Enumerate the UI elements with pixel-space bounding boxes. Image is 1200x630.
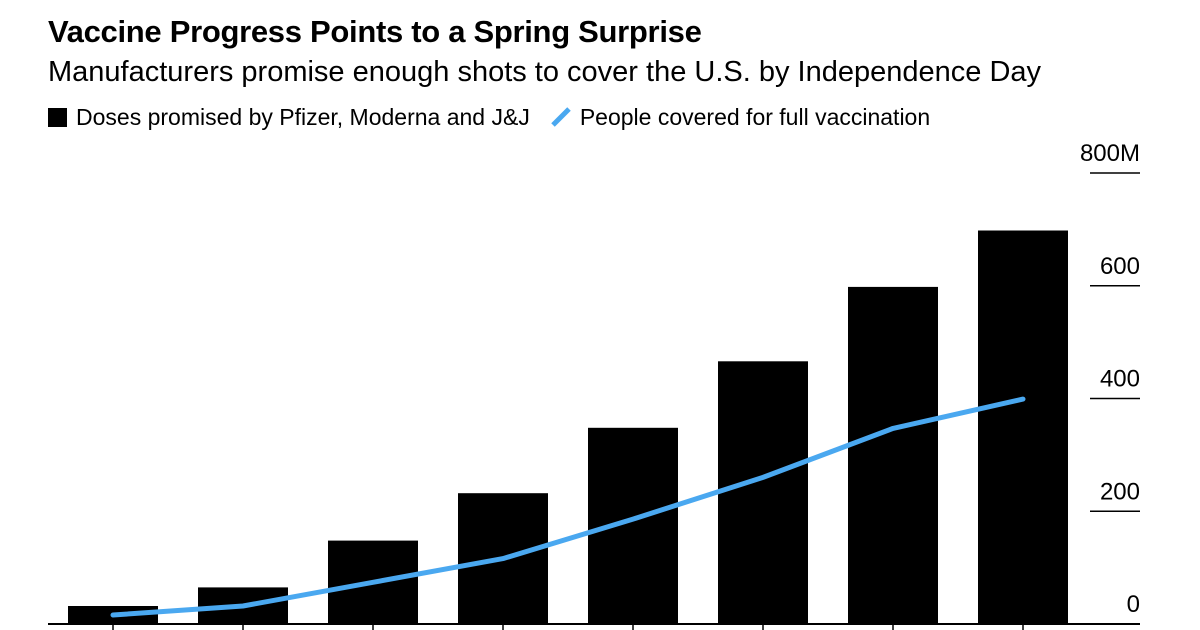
legend-label-people: People covered for full vaccination bbox=[579, 103, 931, 130]
legend-label-doses: Doses promised by Pfizer, Moderna and J&… bbox=[76, 103, 530, 130]
y-tick-label-400: 400 bbox=[1100, 366, 1140, 393]
y-tick-label-600: 600 bbox=[1100, 253, 1140, 280]
legend: Doses promised by Pfizer, Moderna and J&… bbox=[48, 102, 950, 132]
bar-5 bbox=[588, 427, 678, 624]
legend-item-doses: Doses promised by Pfizer, Moderna and J&… bbox=[48, 104, 530, 131]
people-covered-line bbox=[110, 396, 1026, 618]
legend-bar-swatch bbox=[48, 107, 67, 127]
chart-title: Vaccine Progress Points to a Spring Surp… bbox=[48, 14, 702, 49]
y-tick-label-200: 200 bbox=[1100, 478, 1140, 505]
chart-subtitle: Manufacturers promise enough shots to co… bbox=[48, 56, 1042, 88]
y-tick-label-800M: 800M bbox=[1080, 140, 1140, 167]
legend-line-swatch bbox=[551, 107, 571, 127]
legend-item-people: People covered for full vaccination bbox=[550, 104, 930, 131]
bar-8 bbox=[978, 230, 1068, 624]
bar-6 bbox=[718, 361, 808, 624]
y-tick-label-0: 0 bbox=[1127, 591, 1140, 618]
bar-7 bbox=[848, 286, 938, 624]
